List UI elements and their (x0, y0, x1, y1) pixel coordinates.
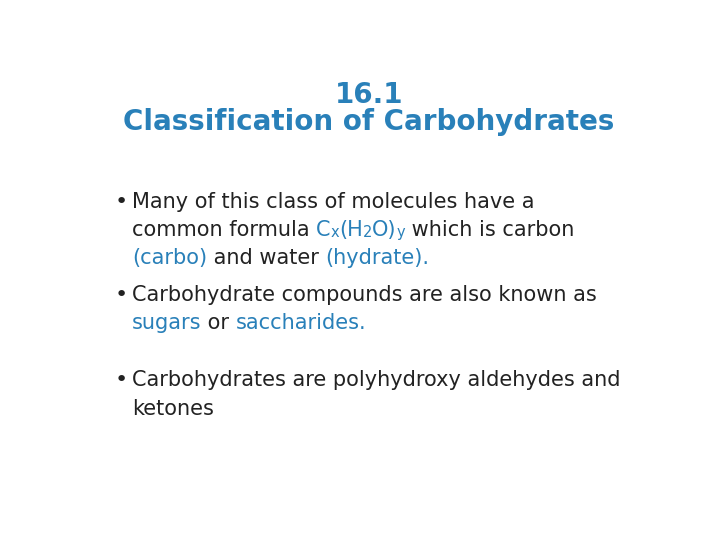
Text: Classification of Carbohydrates: Classification of Carbohydrates (123, 109, 615, 137)
Text: which is carbon: which is carbon (405, 220, 575, 240)
Text: O): O) (372, 220, 397, 240)
Text: saccharides.: saccharides. (236, 313, 366, 333)
Text: Carbohydrates are polyhydroxy aldehydes and: Carbohydrates are polyhydroxy aldehydes … (132, 370, 621, 390)
Text: (carbo): (carbo) (132, 248, 207, 268)
Text: or: or (202, 313, 236, 333)
Text: •: • (115, 370, 128, 390)
Text: C: C (316, 220, 330, 240)
Text: 2: 2 (363, 225, 372, 240)
Text: and water: and water (207, 248, 325, 268)
Text: •: • (115, 285, 128, 305)
Text: (H: (H (339, 220, 363, 240)
Text: (hydrate).: (hydrate). (325, 248, 429, 268)
Text: •: • (115, 192, 128, 212)
Text: Many of this class of molecules have a: Many of this class of molecules have a (132, 192, 534, 212)
Text: y: y (397, 225, 405, 240)
Text: ketones: ketones (132, 399, 214, 418)
Text: x: x (330, 225, 339, 240)
Text: 16.1: 16.1 (335, 82, 403, 110)
Text: Carbohydrate compounds are also known as: Carbohydrate compounds are also known as (132, 285, 597, 305)
Text: sugars: sugars (132, 313, 202, 333)
Text: common formula: common formula (132, 220, 316, 240)
